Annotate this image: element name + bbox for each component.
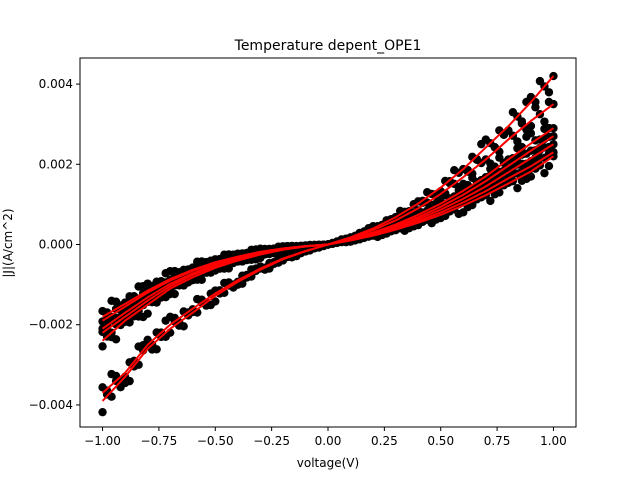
data-point	[544, 88, 554, 97]
y-tick-label: 0.002	[39, 157, 73, 171]
data-point	[486, 196, 495, 206]
x-tick-label: 0.25	[371, 434, 398, 448]
data-point	[540, 117, 549, 126]
data-point	[459, 208, 468, 217]
data-point	[120, 378, 130, 388]
data-point	[211, 297, 220, 306]
x-tick-label: −0.75	[141, 434, 178, 448]
x-tick-label: 0.50	[427, 434, 454, 448]
data-point	[98, 306, 107, 316]
data-point	[107, 296, 116, 305]
x-tick-label: 1.00	[540, 434, 567, 448]
data-point	[165, 266, 175, 276]
x-tick-label: −0.25	[253, 434, 290, 448]
y-axis-label: |J|(A/cm^2)	[1, 208, 15, 277]
x-tick-label: −1.00	[84, 434, 121, 448]
data-point	[540, 168, 549, 178]
fit-line	[102, 155, 555, 318]
x-axis: −1.00 −0.75 −0.50 −0.25 0.00 0.25 0.50 0.75 1.00	[84, 427, 567, 448]
data-point	[98, 383, 107, 392]
x-tick-label: 0.75	[484, 434, 511, 448]
data-point	[125, 292, 134, 301]
data-point	[544, 161, 554, 171]
chart-title: Temperature depent_OPE1	[234, 38, 422, 54]
data-point	[102, 390, 112, 399]
data-point	[513, 183, 522, 193]
fit-curves	[101, 75, 555, 402]
x-axis-label: voltage(V)	[297, 456, 359, 470]
data-point	[531, 103, 540, 112]
y-tick-label: 0.000	[39, 238, 73, 252]
data-point	[513, 137, 522, 146]
y-tick-label: 0.004	[39, 77, 73, 91]
data-point	[526, 172, 536, 181]
data-point	[427, 218, 436, 228]
data-point	[98, 407, 107, 417]
data-point	[134, 282, 143, 291]
data-point	[143, 309, 152, 318]
data-point	[526, 129, 536, 138]
data-point	[143, 279, 152, 288]
data-point	[165, 289, 175, 299]
y-tick-label: −0.004	[29, 398, 73, 412]
data-point	[107, 369, 116, 379]
data-point	[98, 342, 107, 351]
data-point	[400, 226, 409, 235]
y-tick-label: −0.002	[29, 318, 73, 332]
x-tick-label: 0.00	[315, 434, 342, 448]
y-axis: −0.004 −0.002 0.000 0.002 0.004	[29, 77, 80, 412]
x-tick-label: −0.50	[197, 434, 234, 448]
